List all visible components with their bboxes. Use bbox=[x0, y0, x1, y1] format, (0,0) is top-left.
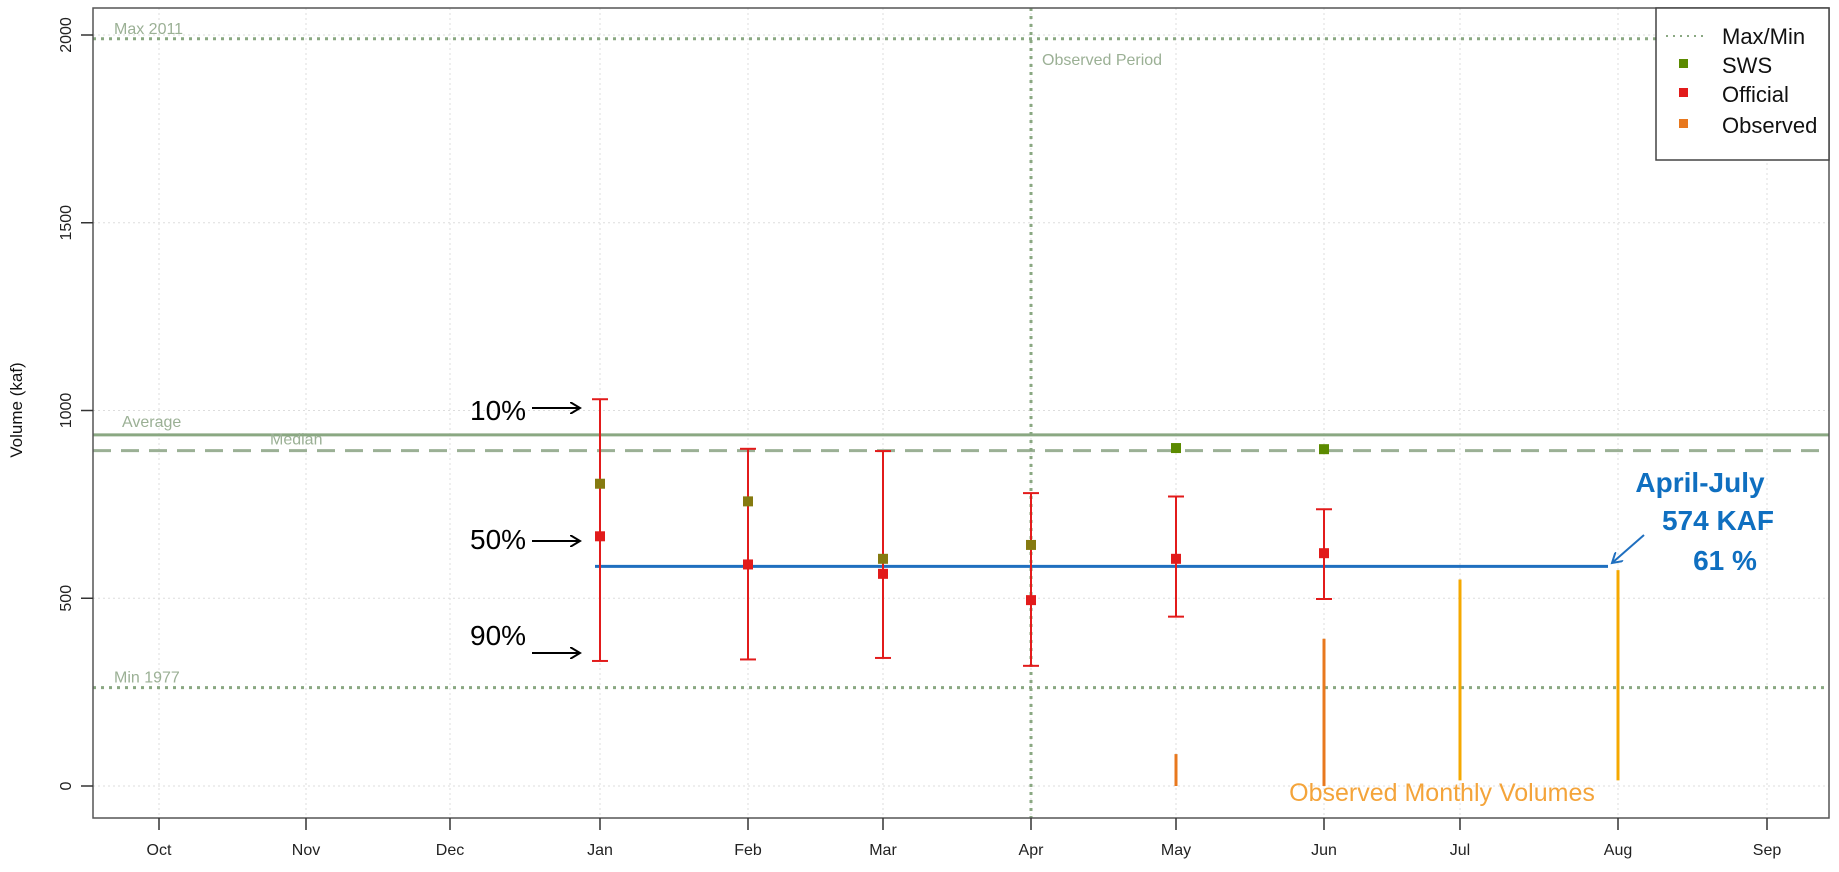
percentile-annotation-90: 90% bbox=[470, 620, 580, 653]
x-tick-label-oct: Oct bbox=[147, 842, 172, 859]
legend-observed-label: Observed bbox=[1722, 113, 1817, 138]
x-tick-label-jul: Jul bbox=[1450, 842, 1470, 859]
sws-point-jun bbox=[1319, 444, 1329, 455]
sws-point-feb bbox=[743, 496, 753, 507]
official-point-apr bbox=[1026, 595, 1036, 606]
plot-frame bbox=[92, 7, 1830, 819]
legend-sws-label: SWS bbox=[1722, 53, 1772, 78]
x-tick-label-nov: Nov bbox=[292, 842, 320, 859]
y-tick-label-2000: 2000 bbox=[58, 17, 75, 53]
legend-official-label: Official bbox=[1722, 82, 1789, 107]
y-tick-label-1500: 1500 bbox=[58, 205, 75, 241]
callout-line-1: April-July bbox=[1635, 467, 1765, 498]
observed-monthly-label: Observed Monthly Volumes bbox=[1289, 779, 1595, 807]
callout-line-3: 61 % bbox=[1693, 545, 1757, 576]
official-point-jan bbox=[595, 531, 605, 542]
y-tick-label-0: 0 bbox=[58, 781, 75, 790]
max-label: Max 2011 bbox=[114, 21, 183, 38]
percentile-label-50: 50% bbox=[470, 524, 526, 555]
legend-official-swatch bbox=[1679, 88, 1688, 97]
legend: Max/Min SWS Official Observed bbox=[1655, 7, 1830, 161]
april-july-callout: April-July 574 KAF 61 % bbox=[1612, 467, 1774, 576]
legend-observed-swatch bbox=[1679, 119, 1688, 128]
x-tick-label-feb: Feb bbox=[734, 842, 762, 859]
legend-max-min-label: Max/Min bbox=[1722, 24, 1805, 49]
legend-box bbox=[1655, 7, 1830, 161]
y-tick-label-500: 500 bbox=[58, 585, 75, 612]
percentile-annotation-50: 50% bbox=[470, 524, 580, 555]
x-tick-label-aug: Aug bbox=[1604, 842, 1632, 859]
sws-point-apr bbox=[1026, 539, 1036, 550]
min-label: Min 1977 bbox=[114, 670, 180, 687]
sws-point-jan bbox=[595, 478, 605, 489]
x-tick-label-dec: Dec bbox=[436, 842, 464, 859]
observed-period-label: Observed Period bbox=[1042, 52, 1162, 69]
y-tick-label-1000: 1000 bbox=[58, 393, 75, 429]
x-tick-label-jun: Jun bbox=[1311, 842, 1337, 859]
x-tick-label-may: May bbox=[1161, 842, 1191, 859]
callout-line-2: 574 KAF bbox=[1662, 505, 1774, 536]
x-tick-label-mar: Mar bbox=[869, 842, 897, 859]
official-point-jun bbox=[1319, 548, 1329, 559]
sws-point-mar bbox=[878, 553, 888, 564]
legend-sws-swatch bbox=[1679, 59, 1688, 68]
y-axis-title: Volume (kaf) bbox=[7, 362, 26, 457]
median-label: Median bbox=[270, 432, 322, 449]
callout-arrow bbox=[1612, 534, 1645, 563]
percentile-annotation-10: 10% bbox=[470, 395, 580, 426]
axes: 0 500 1000 1500 2000 Oct Nov Dec Jan Feb Mar Apr May… bbox=[58, 7, 1830, 859]
official-point-feb bbox=[743, 559, 753, 570]
sws-point-may bbox=[1171, 443, 1181, 454]
percentile-label-90: 90% bbox=[470, 620, 526, 651]
x-tick-label-apr: Apr bbox=[1019, 842, 1045, 859]
data-layer: Observed Monthly Volumes bbox=[592, 398, 1620, 807]
x-tick-label-jan: Jan bbox=[587, 842, 613, 859]
percentile-label-10: 10% bbox=[470, 395, 526, 426]
x-tick-label-sep: Sep bbox=[1753, 842, 1782, 859]
reference-lines: Max 2011 Min 1977 Average Median Observed Pe… bbox=[93, 8, 1829, 818]
grid-layer bbox=[93, 8, 1829, 818]
official-point-mar bbox=[878, 568, 888, 579]
average-label: Average bbox=[122, 414, 181, 431]
annotations: 10% 50% 90% April-July 574 KAF 61 % bbox=[470, 395, 1774, 653]
official-point-may bbox=[1171, 553, 1181, 564]
